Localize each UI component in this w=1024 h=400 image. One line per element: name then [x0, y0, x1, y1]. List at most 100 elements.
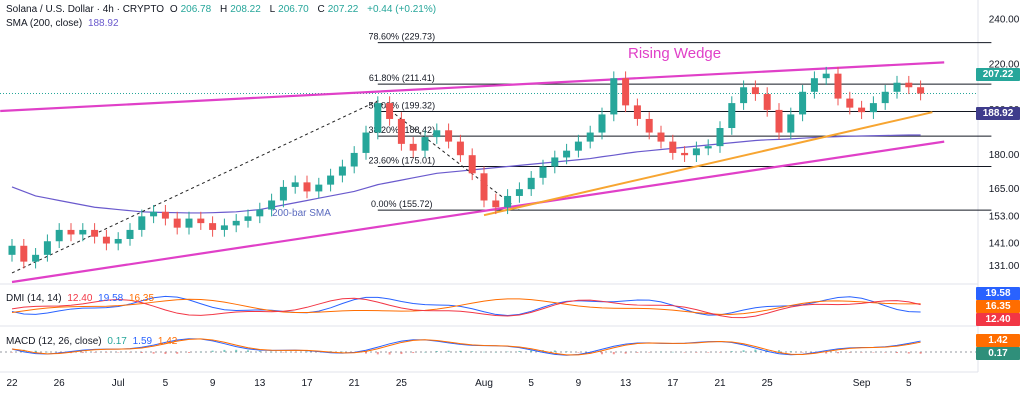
fib-level-label: 23.60% (175.01) — [369, 155, 436, 165]
fib-level-label: 0.00% (155.72) — [371, 199, 433, 209]
macd-histogram-bar — [707, 352, 710, 353]
macd-legend-label: MACD (12, 26, close) — [6, 336, 102, 347]
dmi-tag-minus: 12.40 — [976, 313, 1020, 326]
candle-body — [504, 195, 512, 208]
candle-body — [256, 209, 264, 217]
macd-histogram-bar — [306, 351, 308, 353]
macd-histogram-bar — [152, 352, 155, 354]
macd-tag-hist: 0.17 — [976, 347, 1020, 360]
rising-wedge-label: Rising Wedge — [628, 45, 721, 62]
y-tick-label: 180.00 — [989, 150, 1020, 161]
candle-body — [574, 141, 582, 151]
candle-body — [374, 103, 382, 133]
macd-histogram-bar — [117, 352, 120, 353]
x-tick-label: 9 — [576, 378, 582, 389]
dmi-value-1: 12.40 — [67, 293, 93, 304]
ohlc-open: O 206.78 — [169, 4, 212, 15]
candle-body — [209, 223, 217, 230]
macd-histogram-bar — [447, 350, 450, 352]
ohlc-low: L 206.70 — [269, 4, 309, 15]
candle-body — [197, 218, 205, 224]
macd-histogram-bar — [648, 352, 651, 353]
x-tick-label: 9 — [210, 378, 216, 389]
macd-histogram-bar — [11, 352, 13, 353]
candle-body — [338, 166, 346, 176]
x-tick-label: 5 — [163, 378, 169, 389]
macd-histogram-bar — [81, 352, 84, 354]
candle-body — [114, 238, 122, 244]
symbol-title: Solana / U.S. Dollar · 4h · CRYPTO — [6, 4, 165, 15]
macd-histogram-bar — [848, 352, 851, 353]
candle-body — [468, 155, 476, 174]
candle-body — [633, 105, 641, 119]
candle-body — [244, 216, 252, 221]
candle-body — [515, 189, 523, 196]
time-axis: 22 26 Jul 5 9 13 17 21 25 Aug 5 9 13 17 21 25 Sep 5 — [6, 378, 912, 389]
macd-histogram-bar — [105, 352, 108, 353]
candle-body — [91, 229, 99, 237]
candle-body — [551, 157, 559, 167]
macd-histogram-bar — [683, 352, 686, 353]
candle-body — [43, 241, 51, 255]
macd-histogram-bar — [671, 351, 674, 353]
macd-histogram-bar — [34, 350, 37, 352]
candle-body — [834, 73, 842, 99]
macd-histogram-bar — [270, 351, 273, 353]
candle-body — [563, 150, 571, 158]
candle-body — [386, 103, 394, 119]
macd-histogram-bar — [884, 352, 887, 353]
macd-histogram-bar — [730, 351, 733, 352]
macd-histogram-bar — [695, 352, 698, 353]
macd-histogram-bar — [282, 352, 285, 353]
candle-body — [421, 137, 429, 151]
candle-body — [173, 218, 181, 228]
candle-body — [716, 128, 724, 147]
macd-histogram-bar — [837, 352, 839, 354]
x-tick-label: 17 — [667, 378, 679, 389]
x-tick-label: 17 — [301, 378, 313, 389]
macd-histogram-bar — [742, 350, 745, 352]
macd-histogram-bar — [601, 352, 603, 355]
dmi-legend-label: DMI (14, 14) — [6, 293, 62, 304]
candle-body — [586, 132, 594, 142]
macd-histogram-bar — [896, 352, 898, 354]
pullback-path — [11, 100, 520, 274]
sma-legend: SMA (200, close) 188.92 — [6, 18, 122, 29]
macd-histogram-bar — [612, 352, 615, 355]
price-change: +0.44 (+0.21%) — [367, 4, 437, 15]
candle-body — [67, 229, 75, 235]
candle-body — [787, 114, 795, 133]
macd-histogram-bar — [129, 352, 131, 353]
macd-histogram-bar — [483, 351, 485, 353]
x-tick-label: 21 — [349, 378, 361, 389]
macd-histogram-bar — [412, 352, 415, 354]
wedge-lower-line — [11, 140, 945, 284]
macd-histogram-bar — [424, 351, 426, 353]
macd-histogram-bar — [199, 351, 202, 353]
macd-histogram-bar — [376, 352, 379, 355]
candle-body — [692, 148, 700, 156]
dmi-value-3: 16.35 — [128, 293, 155, 304]
macd-histogram-bar — [624, 352, 627, 354]
x-tick-label: 13 — [620, 378, 632, 389]
fib-level-label: 61.80% (211.41) — [369, 73, 435, 83]
candle-body — [669, 141, 677, 153]
candle-body — [126, 229, 134, 239]
candle-body — [55, 229, 63, 242]
macd-histogram-bar — [400, 352, 403, 355]
macd-histogram-bar — [459, 350, 462, 352]
candle-body — [232, 220, 240, 226]
macd-histogram-bar — [565, 351, 568, 352]
candle-body — [751, 87, 759, 95]
x-tick-label: 5 — [906, 378, 912, 389]
macd-histogram-bar — [188, 352, 190, 353]
candle-body — [185, 218, 193, 228]
macd-value-3: 1.42 — [157, 336, 178, 347]
ohlc-close: C 207.22 — [317, 4, 359, 15]
dmi-plus-line — [11, 295, 921, 317]
symbol-legend: Solana / U.S. Dollar · 4h · CRYPTO O 206.… — [6, 4, 439, 15]
macd-histogram-bar — [789, 351, 792, 352]
x-tick-label: 22 — [6, 378, 18, 389]
macd-histogram-bar — [46, 351, 49, 353]
macd-histogram-bar — [907, 352, 910, 354]
